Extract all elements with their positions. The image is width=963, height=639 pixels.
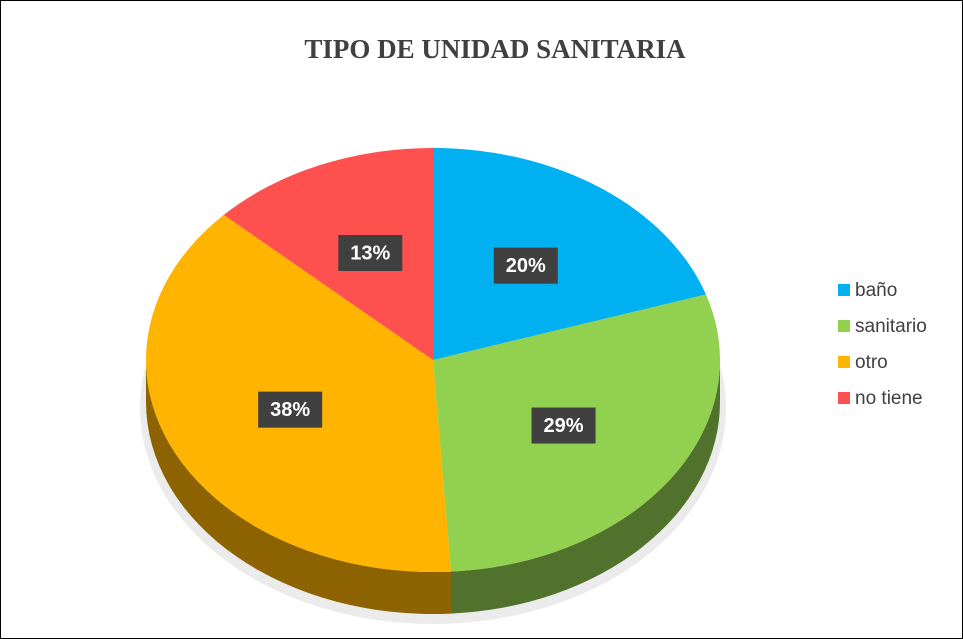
- data-label: 20%: [506, 255, 546, 277]
- data-label-box: [531, 407, 596, 444]
- data-label-box: [258, 391, 323, 428]
- legend-label: sanitario: [855, 316, 927, 337]
- pie-slice: [433, 148, 706, 360]
- legend-label: otro: [855, 352, 888, 373]
- data-label: 29%: [544, 415, 584, 437]
- legend-swatch: [838, 356, 850, 368]
- pie-slice: [223, 148, 433, 360]
- legend-swatch: [838, 392, 850, 404]
- legend-swatch: [838, 284, 850, 296]
- chart-title: TIPO DE UNIDAD SANITARIA: [304, 34, 686, 64]
- legend-label: baño: [855, 280, 897, 301]
- legend-label: no tiene: [855, 388, 923, 409]
- data-label: 13%: [350, 242, 390, 264]
- pie-slice-side: [146, 360, 452, 614]
- data-label-box: [338, 234, 403, 271]
- pie-slice-side: [451, 360, 720, 614]
- data-label-box: [493, 247, 558, 284]
- data-label: 38%: [270, 399, 310, 421]
- legend-swatch: [838, 320, 850, 332]
